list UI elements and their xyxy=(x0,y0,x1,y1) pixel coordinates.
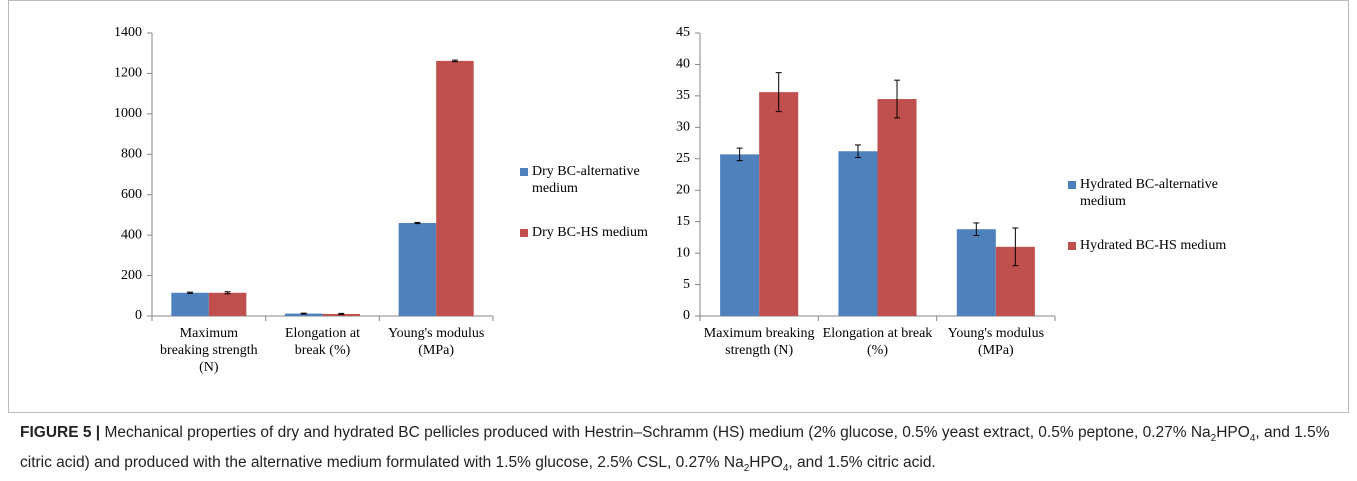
y-tick-label: 45 xyxy=(676,25,690,40)
error-bar xyxy=(300,312,307,315)
caption-subscript: 2 xyxy=(743,463,750,475)
y-tick-label: 20 xyxy=(676,182,690,197)
y-tick-label: 15 xyxy=(676,214,690,229)
error-bar xyxy=(894,79,901,119)
y-tick-label: 400 xyxy=(121,227,142,242)
legend-label: Dry BC-HS medium xyxy=(532,225,648,240)
error-bar xyxy=(775,72,782,113)
figure-border xyxy=(8,0,1349,413)
x-tick-label: Maximum breaking strength (N) xyxy=(704,326,815,358)
bar xyxy=(759,92,799,316)
y-tick-label: 10 xyxy=(676,245,690,260)
x-tick-label: Elongation at break (%) xyxy=(285,326,360,358)
y-tick-label: 40 xyxy=(676,57,690,72)
y-tick-label: 800 xyxy=(121,147,142,162)
bar xyxy=(284,313,323,316)
y-tick-label: 1400 xyxy=(114,25,142,40)
caption-text: HPO xyxy=(749,454,783,472)
error-bar xyxy=(973,222,980,237)
x-tick-label: Young's modulus (MPa) xyxy=(948,326,1044,358)
caption-text: Mechanical properties of dry and hydrate… xyxy=(104,424,1211,441)
caption-label: FIGURE 5 | xyxy=(20,424,101,441)
error-bar xyxy=(854,144,861,159)
x-tick-label: Elongation at break (%) xyxy=(823,326,933,358)
y-tick-label: 0 xyxy=(683,308,690,323)
bar xyxy=(838,151,878,316)
legend-swatch xyxy=(520,229,528,237)
y-tick-label: 30 xyxy=(676,120,690,135)
legend-swatch xyxy=(520,168,528,176)
y-tick-label: 25 xyxy=(676,151,690,166)
y-tick-label: 600 xyxy=(121,187,142,202)
caption-subscript: 4 xyxy=(782,463,789,475)
legend-label: Hydrated BC-HS medium xyxy=(1080,238,1226,253)
y-tick-label: 1200 xyxy=(114,66,142,81)
y-tick-label: 200 xyxy=(121,268,142,283)
legend-label: Dry BC-alternative medium xyxy=(532,164,640,196)
bar xyxy=(720,154,760,316)
x-tick-label: Young's modulus (MPa) xyxy=(388,326,484,358)
bar xyxy=(956,229,996,316)
y-tick-label: 5 xyxy=(683,277,690,292)
caption-text: , and 1.5% citric acid) and produced wit… xyxy=(20,424,1330,472)
caption: FIGURE 5 | Mechanical properties of dry … xyxy=(20,421,1345,481)
legend-swatch xyxy=(1068,181,1076,189)
error-bar xyxy=(451,59,458,63)
bar xyxy=(877,99,917,317)
bar xyxy=(398,223,437,316)
caption-text: HPO xyxy=(1216,424,1250,441)
bar xyxy=(208,292,247,316)
error-bar xyxy=(1012,227,1019,267)
caption-subscript: 2 xyxy=(1210,433,1217,445)
caption-text: , and 1.5% citric acid. xyxy=(788,454,936,472)
bar xyxy=(171,292,209,316)
y-tick-label: 35 xyxy=(676,88,690,103)
caption-subscript: 4 xyxy=(1249,433,1256,445)
error-bar xyxy=(224,291,231,295)
y-tick-label: 0 xyxy=(135,308,142,323)
error-bar xyxy=(736,147,743,162)
y-tick-label: 1000 xyxy=(114,106,142,121)
error-bar xyxy=(338,312,345,316)
error-bar xyxy=(187,291,194,294)
legend-label: Hydrated BC-alternative medium xyxy=(1080,177,1218,209)
legend-swatch xyxy=(1068,242,1076,250)
x-tick-label: Maximum breaking strength (N) xyxy=(160,326,258,375)
error-bar xyxy=(414,221,421,225)
bar xyxy=(436,60,474,316)
